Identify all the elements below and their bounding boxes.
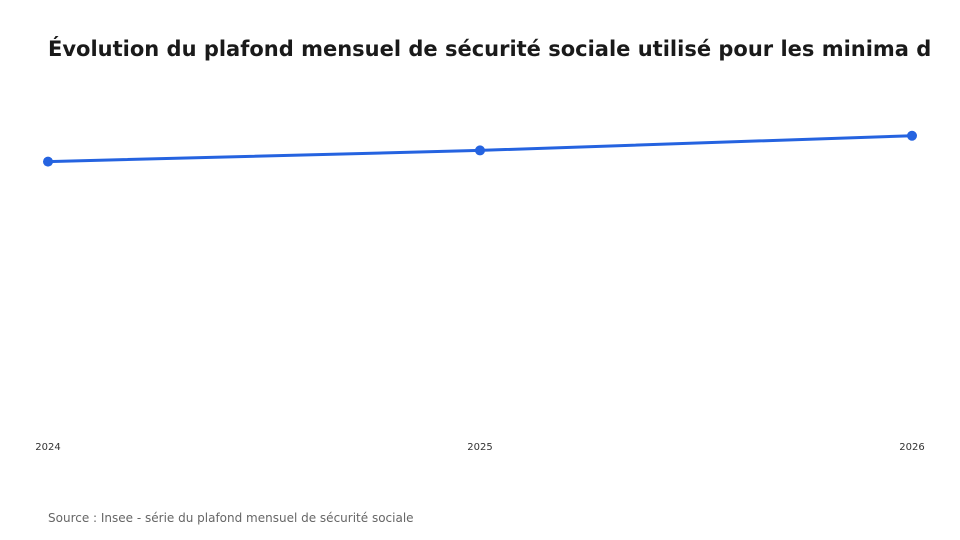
source-note: Source : Insee - série du plafond mensue… [48, 511, 414, 525]
x-tick-label: 2026 [899, 442, 924, 453]
data-point-2026 [907, 130, 917, 141]
x-tick-label: 2024 [35, 442, 60, 453]
x-axis-ticks: 2024 2025 2026 [35, 442, 924, 453]
chart-title: Évolution du plafond mensuel de sécurité… [48, 37, 932, 61]
series-layer [43, 130, 917, 167]
data-point-2025 [475, 145, 485, 156]
data-point-2024 [43, 156, 53, 167]
x-tick-label: 2025 [467, 442, 492, 453]
